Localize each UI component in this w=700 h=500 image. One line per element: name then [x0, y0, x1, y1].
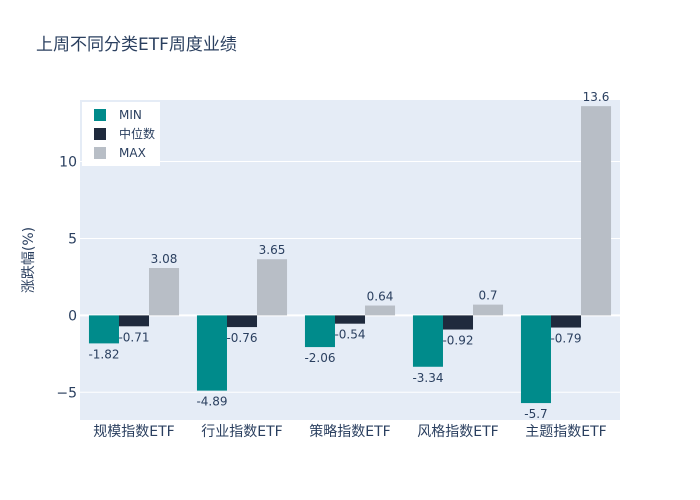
data-label: 13.6	[583, 90, 610, 104]
chart-title: 上周不同分类ETF周度业绩	[36, 35, 237, 55]
bar[interactable]	[581, 106, 612, 316]
bar[interactable]	[442, 315, 474, 330]
legend[interactable]: MIN 中位数 MAX	[82, 102, 160, 166]
y-tick-label: 10	[59, 155, 77, 171]
data-label: -2.06	[304, 351, 335, 365]
bar[interactable]	[520, 315, 551, 404]
legend-swatch	[94, 109, 106, 121]
bar[interactable]	[334, 315, 366, 324]
x-axis-ticks: 规模指数ETF 行业指数ETF 策略指数ETF 风格指数ETF 主题指数ETF	[93, 423, 606, 440]
bar[interactable]	[88, 315, 119, 344]
legend-label: 中位数	[119, 126, 155, 141]
bar[interactable]	[304, 315, 335, 348]
data-label: -0.71	[118, 330, 149, 344]
bar[interactable]	[412, 315, 443, 367]
data-label: -4.89	[196, 395, 227, 409]
bar[interactable]	[550, 315, 582, 328]
data-labels: -1.82 -0.71 3.08 -4.89 -0.76 3.65 -2.06 -0.54 0.…	[88, 90, 609, 421]
bar[interactable]	[365, 305, 396, 316]
x-tick-label: 风格指数ETF	[417, 424, 498, 440]
legend-item[interactable]: 中位数	[94, 126, 155, 141]
data-label: 0.64	[367, 290, 394, 304]
legend-swatch	[94, 128, 106, 140]
x-tick-label: 规模指数ETF	[93, 424, 174, 440]
bar[interactable]	[149, 268, 180, 316]
bars	[88, 106, 612, 404]
data-label: 0.7	[478, 289, 497, 303]
bar[interactable]	[473, 304, 504, 316]
y-tick-label: 5	[68, 231, 77, 247]
legend-label: MAX	[119, 146, 146, 160]
y-tick-label: 0	[68, 308, 77, 324]
x-tick-label: 主题指数ETF	[525, 424, 606, 440]
data-label: 3.65	[259, 243, 286, 257]
data-label: -0.54	[334, 328, 365, 342]
bar[interactable]	[196, 315, 227, 391]
legend-label: MIN	[119, 108, 142, 122]
data-label: -0.79	[550, 332, 581, 346]
bar[interactable]	[257, 259, 288, 316]
bar[interactable]	[226, 315, 258, 328]
legend-item[interactable]: MIN	[94, 108, 142, 122]
data-label: -5.7	[524, 407, 547, 421]
data-label: -0.92	[442, 334, 473, 348]
y-axis-ticks: −5 0 5 10	[56, 155, 77, 402]
x-tick-label: 行业指数ETF	[201, 424, 282, 440]
data-label: -1.82	[88, 347, 119, 361]
legend-swatch	[94, 147, 106, 159]
y-axis-title: 涨跌幅(%)	[21, 227, 37, 293]
data-label: -0.76	[226, 331, 257, 345]
x-tick-label: 策略指数ETF	[309, 423, 390, 440]
data-label: -3.34	[412, 371, 443, 385]
y-tick-label: −5	[56, 385, 77, 401]
bar[interactable]	[118, 315, 150, 327]
data-label: 3.08	[151, 252, 178, 266]
legend-item[interactable]: MAX	[94, 146, 146, 160]
